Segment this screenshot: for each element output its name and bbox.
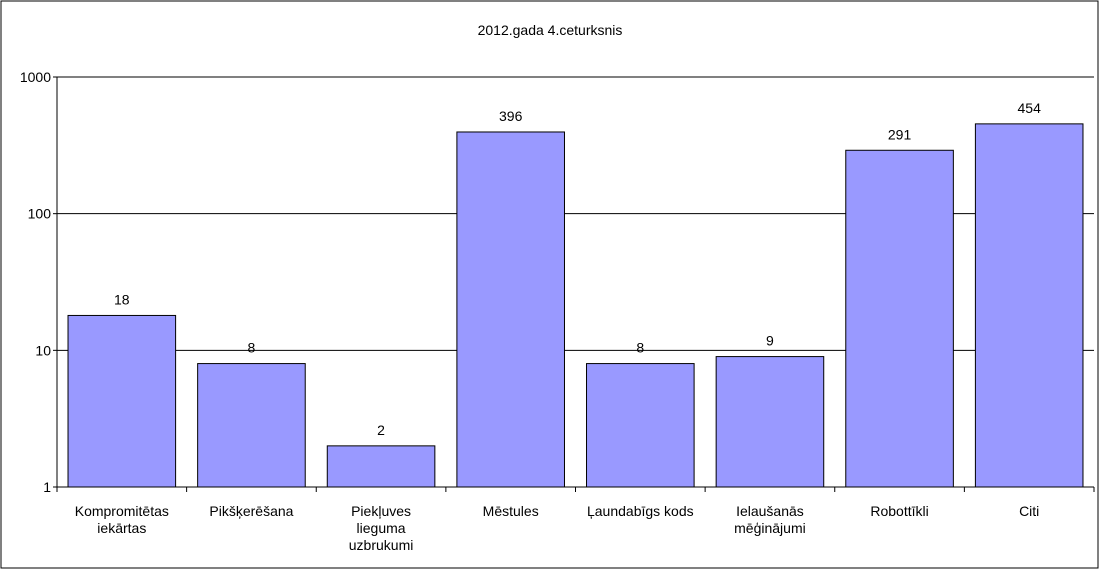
- bar: [197, 363, 306, 488]
- bar: [67, 314, 177, 488]
- x-tick-label: Robottīkli: [870, 503, 928, 519]
- x-tick-label: Pikšķerēšana: [209, 503, 293, 519]
- bar: [974, 123, 1084, 488]
- x-tick-label: Piekļuves lieguma uzbrukumi: [349, 503, 414, 553]
- data-label: 454: [1018, 100, 1042, 116]
- y-tick-label: 1: [43, 479, 51, 495]
- bar: [845, 149, 954, 488]
- data-label: 8: [248, 340, 256, 356]
- bar: [456, 131, 565, 488]
- bar: [586, 363, 695, 488]
- x-tick-label: Citi: [1019, 503, 1039, 519]
- chart-title: 2012.gada 4.ceturksnis: [478, 22, 623, 38]
- data-label: 8: [636, 340, 644, 356]
- x-tick-label: Ļaundabīgs kods: [587, 503, 694, 519]
- y-tick-label: 1000: [20, 69, 51, 85]
- x-tick-label: Kompromitētas iekārtas: [75, 503, 169, 536]
- data-label: 396: [499, 108, 523, 124]
- bar: [715, 356, 825, 488]
- data-label: 2: [377, 422, 385, 438]
- data-label: 9: [766, 333, 774, 349]
- x-tick-label: Mēstules: [483, 503, 539, 519]
- y-tick-label: 100: [28, 206, 52, 222]
- x-tick-label: Ielaušanās mēģinājumi: [734, 503, 806, 536]
- data-label: 18: [114, 291, 130, 307]
- y-tick-label: 10: [35, 342, 51, 358]
- data-label: 291: [888, 126, 912, 142]
- bar: [326, 445, 436, 488]
